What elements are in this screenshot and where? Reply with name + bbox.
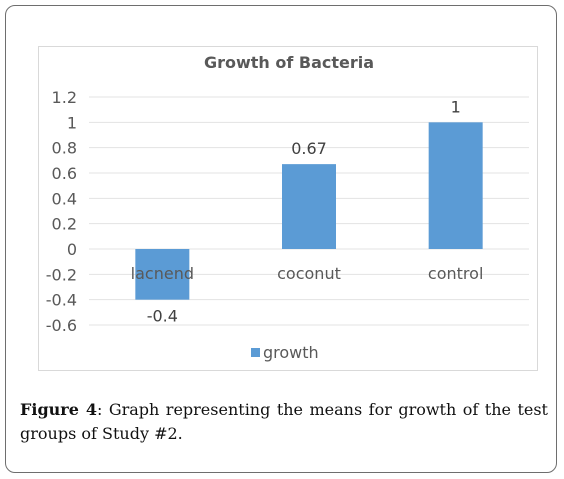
bar-coconut: [282, 164, 336, 249]
category-label: coconut: [277, 264, 341, 283]
data-label: 0.67: [291, 139, 327, 158]
y-tick-label: 0.4: [52, 189, 77, 208]
y-tick-label: 0: [67, 240, 77, 259]
bar-chart: 1.2 1 0.8 0.6 0.4 0.2 0 -0.2 -0.4 -0.6 lacnend coc…: [46, 53, 529, 362]
y-tick-label: 0.2: [52, 215, 77, 234]
legend: growth: [251, 343, 319, 362]
figure-caption: Figure 4: Graph representing the means f…: [20, 398, 548, 446]
y-tick-label: -0.4: [46, 291, 77, 310]
y-axis-ticks: 1.2 1 0.8 0.6 0.4 0.2 0 -0.2 -0.4 -0.6: [46, 88, 77, 335]
caption-label: Figure 4: [20, 400, 97, 419]
chart-title: Growth of Bacteria: [204, 53, 374, 72]
y-tick-label: -0.6: [46, 316, 77, 335]
bar-lacnend: [135, 249, 190, 300]
bars: [135, 122, 483, 300]
y-tick-label: -0.2: [46, 265, 77, 284]
y-tick-label: 1: [67, 113, 77, 132]
legend-swatch-growth: [251, 348, 260, 357]
legend-label-growth: growth: [263, 343, 319, 362]
data-label: -0.4: [147, 307, 178, 326]
y-tick-label: 0.6: [52, 164, 77, 183]
chart-area: 1.2 1 0.8 0.6 0.4 0.2 0 -0.2 -0.4 -0.6 lacnend coc…: [38, 46, 538, 371]
data-label: 1: [451, 97, 461, 116]
caption-text: : Graph representing the means for growt…: [20, 400, 548, 443]
figure-frame: 1.2 1 0.8 0.6 0.4 0.2 0 -0.2 -0.4 -0.6 lacnend coc…: [5, 5, 557, 473]
bar-control: [428, 122, 483, 249]
y-tick-label: 1.2: [52, 88, 77, 107]
category-label: lacnend: [131, 264, 194, 283]
category-labels: lacnend coconut control: [131, 264, 484, 283]
data-labels: -0.4 0.67 1: [147, 97, 461, 325]
category-label: control: [428, 264, 483, 283]
y-tick-label: 0.8: [52, 139, 77, 158]
